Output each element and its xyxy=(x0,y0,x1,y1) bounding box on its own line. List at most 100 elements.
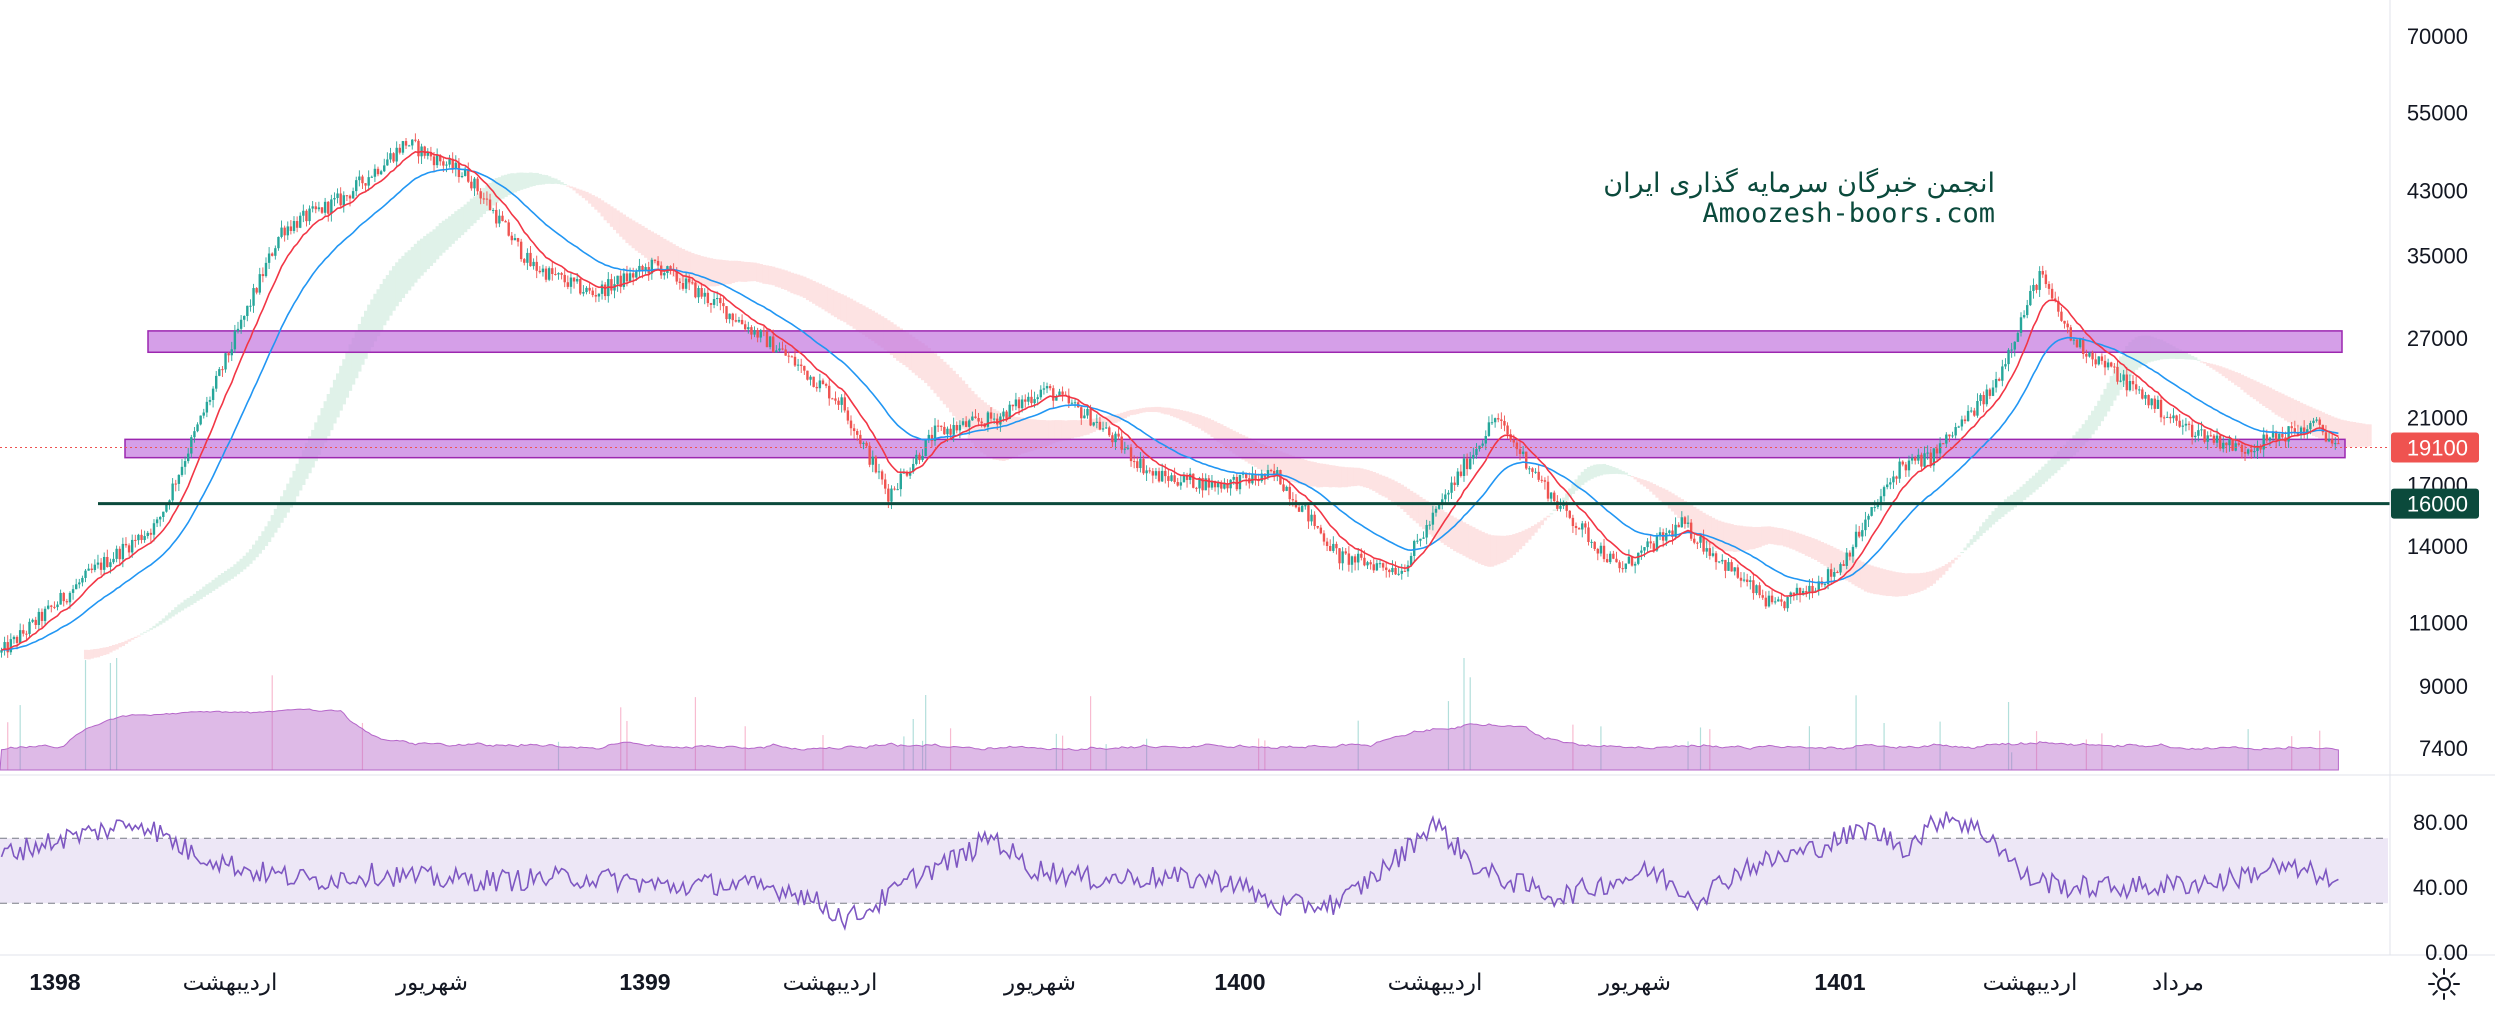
candle-body xyxy=(389,153,392,160)
cloud-segment xyxy=(2277,392,2282,417)
candle-body xyxy=(2038,271,2041,290)
candle-body xyxy=(2097,356,2100,365)
candle-body xyxy=(1397,573,1400,575)
cloud-segment xyxy=(1381,475,1386,497)
candle-body xyxy=(756,330,759,338)
candle-body xyxy=(818,380,822,389)
cloud-segment xyxy=(1017,417,1022,455)
cloud-segment xyxy=(416,240,421,279)
candle-body xyxy=(1755,585,1758,594)
cloud-segment xyxy=(2000,502,2005,517)
cloud-segment xyxy=(1994,507,1999,522)
time-tick-label: 1398 xyxy=(29,969,80,995)
cloud-segment xyxy=(1534,524,1538,533)
candle-body xyxy=(1086,408,1089,416)
candle-body xyxy=(821,380,825,385)
cloud-segment xyxy=(712,258,717,287)
cloud-segment xyxy=(2199,361,2204,363)
candle-body xyxy=(516,238,520,242)
candle-body xyxy=(1114,433,1117,443)
candle-body xyxy=(1089,408,1092,426)
candle-body xyxy=(1167,476,1170,481)
candle-body xyxy=(1602,545,1606,560)
cloud-segment xyxy=(242,555,247,570)
cloud-segment xyxy=(1197,414,1202,429)
candle-body xyxy=(1699,536,1702,543)
candle-body xyxy=(376,168,380,175)
cloud-segment xyxy=(1982,522,1986,534)
cloud-segment xyxy=(622,214,626,240)
cloud-segment xyxy=(102,647,107,656)
price-tick-label: 21000 xyxy=(2407,405,2468,430)
cloud-segment xyxy=(2265,386,2269,408)
rsi-tick-label: 40.00 xyxy=(2413,875,2468,900)
candle-body xyxy=(980,421,983,424)
candle-body xyxy=(1083,415,1086,419)
cloud-segment xyxy=(1919,572,1924,591)
chart-settings-button[interactable] xyxy=(2420,960,2468,1008)
cloud-segment xyxy=(2346,421,2350,448)
candle-body xyxy=(1521,451,1525,454)
cloud-segment xyxy=(952,370,956,416)
cloud-segment xyxy=(1832,547,1837,572)
candle-body xyxy=(1020,399,1024,409)
cloud-segment xyxy=(1910,573,1915,595)
candle-body xyxy=(2016,332,2020,342)
candle-body xyxy=(488,199,492,210)
candle-body xyxy=(280,227,283,237)
candle-body xyxy=(1033,399,1036,404)
cloud-segment xyxy=(1490,535,1495,567)
cloud-segment xyxy=(930,350,935,390)
candle-body xyxy=(790,356,794,358)
cloud-segment xyxy=(1723,522,1728,552)
candle-body xyxy=(1882,487,1886,497)
candle-body xyxy=(1994,378,1998,388)
candle-body xyxy=(1658,532,1662,537)
cloud-segment xyxy=(656,234,661,267)
candle-body xyxy=(1867,515,1870,520)
candle-body xyxy=(40,611,44,621)
cloud-segment xyxy=(765,265,770,285)
candle-body xyxy=(2044,274,2048,285)
candle-body xyxy=(1378,563,1382,565)
cloud-segment xyxy=(230,566,234,579)
cloud-segment xyxy=(1372,471,1376,491)
cloud-segment xyxy=(668,242,673,275)
candle-body xyxy=(1142,458,1145,474)
candle-body xyxy=(351,191,355,199)
cloud-segment xyxy=(136,635,141,637)
candle-body xyxy=(940,425,943,427)
cloud-segment xyxy=(336,373,340,418)
cloud-segment xyxy=(1649,482,1653,492)
candle-body xyxy=(134,539,137,541)
candle-body xyxy=(1817,581,1820,591)
candle-body xyxy=(610,279,613,291)
candle-body xyxy=(165,503,168,512)
candle-body xyxy=(1509,434,1512,440)
candle-body xyxy=(379,171,383,175)
cloud-segment xyxy=(808,279,813,302)
volume-spike xyxy=(2247,729,2249,770)
cloud-segment xyxy=(852,300,857,329)
cloud-segment xyxy=(606,204,611,224)
cloud-segment xyxy=(1471,527,1476,561)
candle-body xyxy=(12,636,16,640)
cloud-segment xyxy=(581,190,586,199)
candle-body xyxy=(2262,434,2265,450)
candle-body xyxy=(299,215,302,228)
candle-body xyxy=(1534,471,1537,473)
candle-body xyxy=(1481,443,1484,446)
candle-body xyxy=(1226,483,1229,489)
volume-spike xyxy=(694,697,697,770)
candle-body xyxy=(964,421,968,427)
candle-body xyxy=(1185,474,1189,480)
candle-body xyxy=(193,431,196,438)
candle-body xyxy=(1702,536,1705,552)
candle-body xyxy=(1403,570,1407,572)
candle-body xyxy=(631,273,635,278)
candle-body xyxy=(308,208,311,222)
cloud-segment xyxy=(964,384,969,434)
candle-body xyxy=(221,369,224,371)
cloud-segment xyxy=(1045,420,1050,447)
